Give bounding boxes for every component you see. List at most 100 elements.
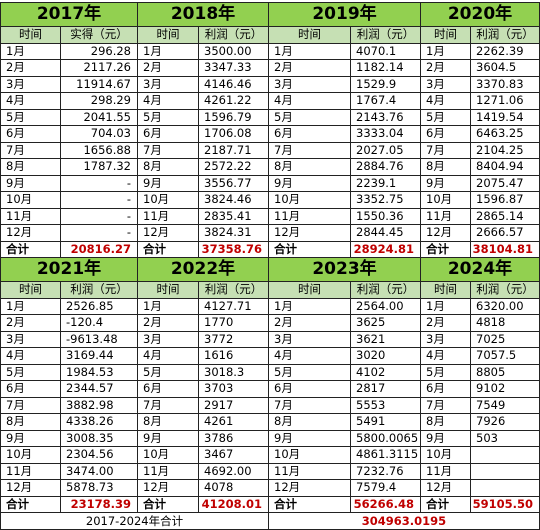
month-cell: 11月 (268, 207, 351, 225)
month-cell: 10月 (137, 446, 199, 464)
month-cell: 8月 (268, 158, 351, 176)
month-cell: 10月 (420, 446, 471, 464)
value-cell: 4261.22 (198, 92, 269, 110)
value-cell: 3008.35 (60, 429, 138, 447)
value-cell: 8404.94 (470, 158, 540, 176)
month-cell: 2月 (268, 59, 351, 77)
column-header: 实得（元） (60, 26, 138, 44)
value-cell: 2844.45 (350, 224, 421, 242)
month-cell: 10月 (268, 446, 351, 464)
total-value: 20816.27 (60, 240, 138, 258)
month-cell: 11月 (137, 207, 199, 225)
value-cell (470, 479, 540, 497)
month-cell: 8月 (0, 413, 61, 431)
value-cell: 6463.25 (470, 125, 540, 143)
month-cell: 1月 (268, 297, 351, 315)
total-label: 合计 (137, 495, 199, 513)
month-cell: 8月 (137, 413, 199, 431)
value-cell: 7549 (470, 396, 540, 414)
total-label: 合计 (420, 240, 471, 258)
total-label: 合计 (420, 495, 471, 513)
month-cell: 12月 (268, 224, 351, 242)
year-header: 2021年 (0, 257, 138, 282)
value-cell: 3370.83 (470, 75, 540, 93)
month-cell: 3月 (420, 75, 471, 93)
value-cell: 1419.54 (470, 108, 540, 126)
month-cell: 6月 (137, 125, 199, 143)
total-value: 38104.81 (470, 240, 540, 258)
value-cell: 3882.98 (60, 396, 138, 414)
column-header: 利润（元） (198, 281, 269, 299)
month-cell: 4月 (0, 92, 61, 110)
value-cell: 3347.33 (198, 59, 269, 77)
column-header: 利润（元） (60, 281, 138, 299)
month-cell: 11月 (0, 462, 61, 480)
value-cell: 4070.1 (350, 42, 421, 60)
month-cell: 5月 (137, 363, 199, 381)
value-cell: 7579.4 (350, 479, 421, 497)
year-header: 2018年 (137, 2, 269, 27)
value-cell: 2344.57 (60, 380, 138, 398)
month-cell: 10月 (420, 191, 471, 209)
value-cell: 7232.76 (350, 462, 421, 480)
month-cell: 7月 (137, 141, 199, 159)
month-cell: 1月 (0, 297, 61, 315)
month-cell: 2月 (420, 314, 471, 332)
value-cell: 3824.31 (198, 224, 269, 242)
month-cell: 3月 (0, 330, 61, 348)
month-cell: 7月 (268, 141, 351, 159)
total-value: 56266.48 (350, 495, 421, 513)
value-cell: 1984.53 (60, 363, 138, 381)
month-cell: 9月 (268, 174, 351, 192)
value-cell: 3352.75 (350, 191, 421, 209)
column-header: 时间 (420, 281, 471, 299)
month-cell: 7月 (0, 396, 61, 414)
month-cell: 4月 (268, 347, 351, 365)
month-cell: 12月 (0, 479, 61, 497)
month-cell: 5月 (137, 108, 199, 126)
value-cell: 7926 (470, 413, 540, 431)
month-cell: 4月 (137, 92, 199, 110)
month-cell: 6月 (268, 125, 351, 143)
month-cell: 10月 (0, 191, 61, 209)
month-cell: 6月 (420, 125, 471, 143)
column-header: 利润（元） (470, 281, 540, 299)
month-cell: 5月 (268, 108, 351, 126)
value-cell: 4818 (470, 314, 540, 332)
value-cell: 296.28 (60, 42, 138, 60)
value-cell: 4338.26 (60, 413, 138, 431)
value-cell: 2564.00 (350, 297, 421, 315)
month-cell: 7月 (268, 396, 351, 414)
value-cell: 7025 (470, 330, 540, 348)
month-cell: 5月 (268, 363, 351, 381)
value-cell: 2817 (350, 380, 421, 398)
grand-total-label: 2017-2024年合计 (0, 512, 269, 530)
total-value: 41208.01 (198, 495, 269, 513)
value-cell: 1550.36 (350, 207, 421, 225)
year-header: 2020年 (420, 2, 540, 27)
column-header: 时间 (0, 26, 61, 44)
month-cell: 9月 (137, 429, 199, 447)
value-cell: 7057.5 (470, 347, 540, 365)
month-cell: 7月 (137, 396, 199, 414)
value-cell: 1767.4 (350, 92, 421, 110)
value-cell: 3018.3 (198, 363, 269, 381)
value-cell: 2239.1 (350, 174, 421, 192)
value-cell: 2262.39 (470, 42, 540, 60)
value-cell: 5800.0065 (350, 429, 421, 447)
month-cell: 12月 (420, 224, 471, 242)
month-cell: 7月 (420, 396, 471, 414)
value-cell: 6320.00 (470, 297, 540, 315)
column-header: 时间 (268, 26, 351, 44)
month-cell: 7月 (0, 141, 61, 159)
month-cell: 11月 (268, 462, 351, 480)
total-label: 合计 (0, 240, 61, 258)
value-cell: 2143.76 (350, 108, 421, 126)
value-cell: - (60, 224, 138, 242)
value-cell: 4692.00 (198, 462, 269, 480)
month-cell: 3月 (268, 75, 351, 93)
year-header: 2024年 (420, 257, 540, 282)
month-cell: 2月 (0, 314, 61, 332)
value-cell: -120.4 (60, 314, 138, 332)
month-cell: 12月 (268, 479, 351, 497)
